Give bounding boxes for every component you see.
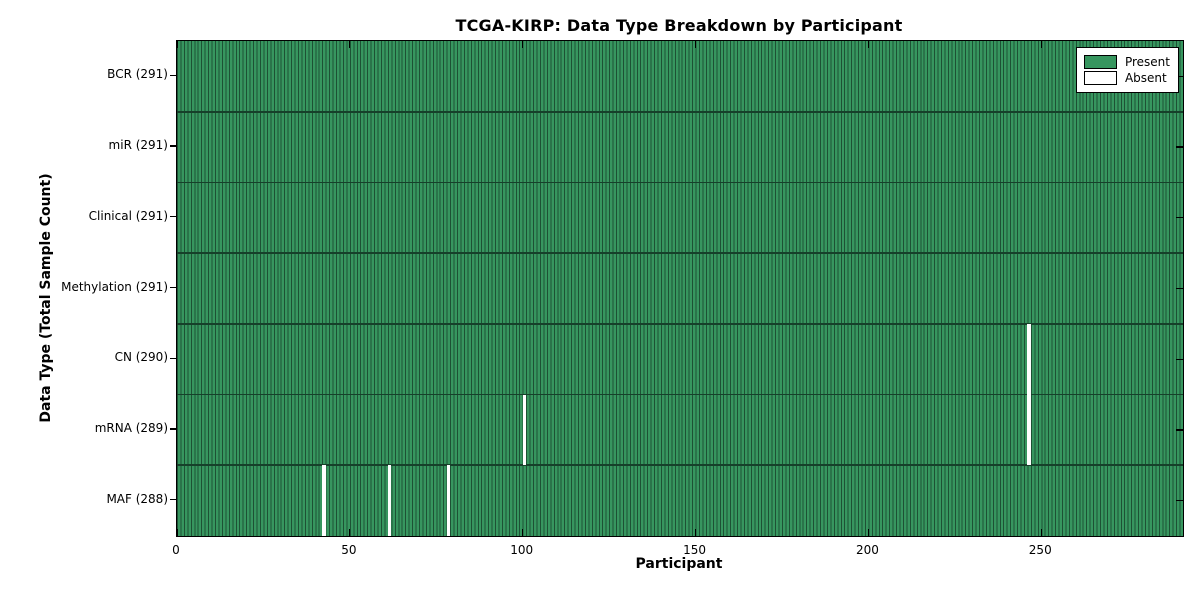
y-tick-mark <box>170 145 177 147</box>
absent-cell <box>1027 394 1031 466</box>
legend: Present Absent <box>1075 47 1179 93</box>
y-tick-mark <box>1176 75 1183 77</box>
absent-swatch-icon <box>1083 71 1117 85</box>
y-tick-mark <box>170 499 177 501</box>
absent-cells-layer <box>177 41 1183 536</box>
absent-cell <box>322 465 326 536</box>
absent-cell <box>446 465 451 536</box>
y-tick-mark <box>1176 500 1183 502</box>
row-grid-lines <box>177 41 1183 536</box>
x-tick-mark <box>349 41 351 48</box>
row-separator-line <box>177 252 1183 254</box>
y-tick-label: miR (291) <box>108 138 168 153</box>
x-tick-mark <box>522 529 524 536</box>
absent-cell <box>522 394 527 466</box>
x-tick-mark <box>1040 529 1042 536</box>
x-tick-mark <box>1040 41 1042 48</box>
absent-cell <box>387 465 392 536</box>
x-tick-mark <box>867 529 869 536</box>
legend-entry-absent: Absent <box>1083 71 1170 85</box>
y-tick-mark <box>1176 429 1183 431</box>
y-tick-mark <box>1176 146 1183 148</box>
x-tick-mark <box>176 529 178 536</box>
y-tick-mark <box>1176 358 1183 360</box>
present-cells-texture <box>177 41 1183 536</box>
x-tick-label: 250 <box>1028 543 1052 557</box>
row-separator-line <box>177 323 1183 325</box>
x-tick-mark <box>349 529 351 536</box>
x-tick-label: 0 <box>172 543 180 557</box>
y-tick-mark <box>170 286 177 289</box>
row-separator-line <box>177 393 1183 396</box>
y-tick-mark <box>170 74 177 76</box>
y-tick-mark <box>1176 217 1183 219</box>
y-tick-label: MAF (288) <box>106 491 168 506</box>
x-tick-mark <box>522 41 524 48</box>
x-tick-label: 200 <box>855 543 879 557</box>
tick-marks-layer <box>176 41 1183 536</box>
y-tick-mark <box>170 428 177 430</box>
legend-label-present: Present <box>1124 55 1170 69</box>
x-tick-mark <box>694 529 697 536</box>
y-tick-mark <box>1176 287 1183 290</box>
legend-entry-present: Present <box>1083 55 1170 69</box>
x-tick-label: 100 <box>510 543 534 557</box>
row-separator-line <box>177 464 1183 467</box>
x-tick-mark <box>867 41 869 48</box>
x-tick-label: 150 <box>683 543 706 557</box>
y-tick-label: mRNA (289) <box>94 420 168 435</box>
y-tick-label: BCR (291) <box>107 67 168 82</box>
y-tick-label: Clinical (291) <box>88 208 168 223</box>
y-axis-label: Data Type (Total Sample Count) <box>38 173 54 423</box>
y-tick-mark <box>170 216 177 218</box>
x-tick-label: 50 <box>341 543 357 557</box>
x-tick-mark <box>694 41 697 48</box>
row-separator-line <box>177 110 1183 113</box>
y-tick-label: CN (290) <box>114 350 168 365</box>
legend-label-absent: Absent <box>1124 71 1167 85</box>
row-separator-line <box>177 181 1183 184</box>
y-tick-label: Methylation (291) <box>61 279 168 294</box>
plot-area: Present Absent <box>176 40 1184 537</box>
x-axis-label: Participant <box>635 556 723 572</box>
y-tick-mark <box>170 357 177 359</box>
chart-title: TCGA-KIRP: Data Type Breakdown by Partic… <box>455 16 903 35</box>
present-swatch-icon <box>1083 55 1117 69</box>
x-tick-mark <box>176 41 178 48</box>
absent-cell <box>1027 323 1031 395</box>
